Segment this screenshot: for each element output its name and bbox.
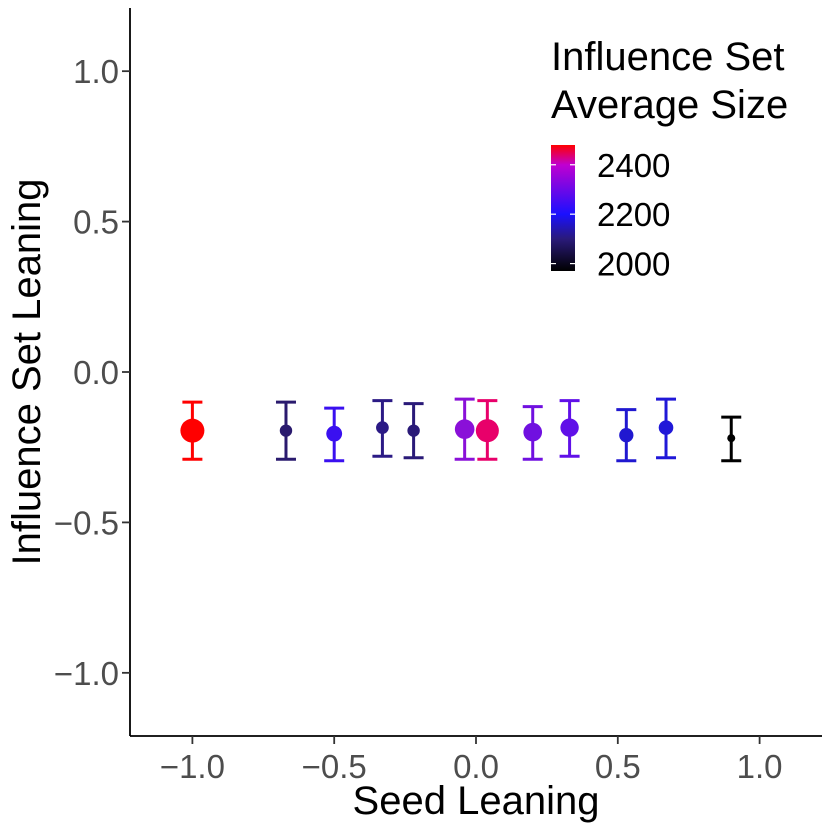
data-point-group (721, 415, 742, 463)
x-tick-label: 0.0 (453, 748, 499, 785)
data-point (326, 425, 343, 442)
data-point-group (656, 397, 677, 460)
y-axis-title: Influence Set Leaning (5, 179, 49, 566)
legend: Influence Set Average Size 2000 2200 2400 (551, 35, 788, 283)
data-points (180, 397, 742, 463)
y-tick-label: 0.0 (73, 354, 119, 391)
legend-title-line-1: Influence Set (551, 35, 785, 79)
data-point-group (454, 397, 475, 461)
x-axis-title: Seed Leaning (353, 779, 600, 823)
data-point (619, 428, 634, 443)
legend-ticks: 2000 2200 2400 (551, 147, 670, 283)
x-ticks: −1.0 −0.5 0.0 0.5 1.0 (160, 736, 783, 785)
x-tick-label: −1.0 (160, 748, 225, 785)
data-point-group (403, 402, 424, 460)
x-tick-label: 0.5 (595, 748, 641, 785)
legend-title-line-2: Average Size (551, 83, 788, 127)
data-point-group (559, 399, 580, 458)
data-point (454, 419, 475, 439)
data-point-group (372, 399, 393, 458)
data-point-group (522, 405, 543, 461)
data-point (180, 418, 205, 443)
data-point-group (616, 408, 637, 463)
data-point (658, 420, 674, 435)
y-tick-label: −0.5 (54, 504, 119, 541)
data-point-group (475, 399, 499, 461)
legend-tick-label: 2200 (597, 196, 670, 233)
data-point-group (275, 400, 296, 461)
legend-tick-label: 2400 (597, 147, 670, 184)
x-tick-label: 1.0 (737, 748, 783, 785)
y-ticks: −1.0 −0.5 0.0 0.5 1.0 (54, 53, 130, 692)
data-point-group (324, 406, 345, 463)
data-point-group (180, 400, 205, 461)
data-point (376, 421, 389, 435)
data-point (475, 419, 499, 443)
y-tick-label: 0.5 (73, 204, 119, 241)
y-tick-label: −1.0 (54, 655, 119, 692)
legend-tick-label: 2000 (597, 246, 670, 283)
legend-colorbar (551, 145, 575, 271)
data-point (727, 434, 736, 443)
data-point (560, 418, 579, 437)
y-tick-label: 1.0 (73, 53, 119, 90)
data-point (279, 424, 293, 437)
data-point (523, 422, 543, 442)
x-tick-label: −0.5 (302, 748, 367, 785)
data-point (407, 424, 420, 437)
